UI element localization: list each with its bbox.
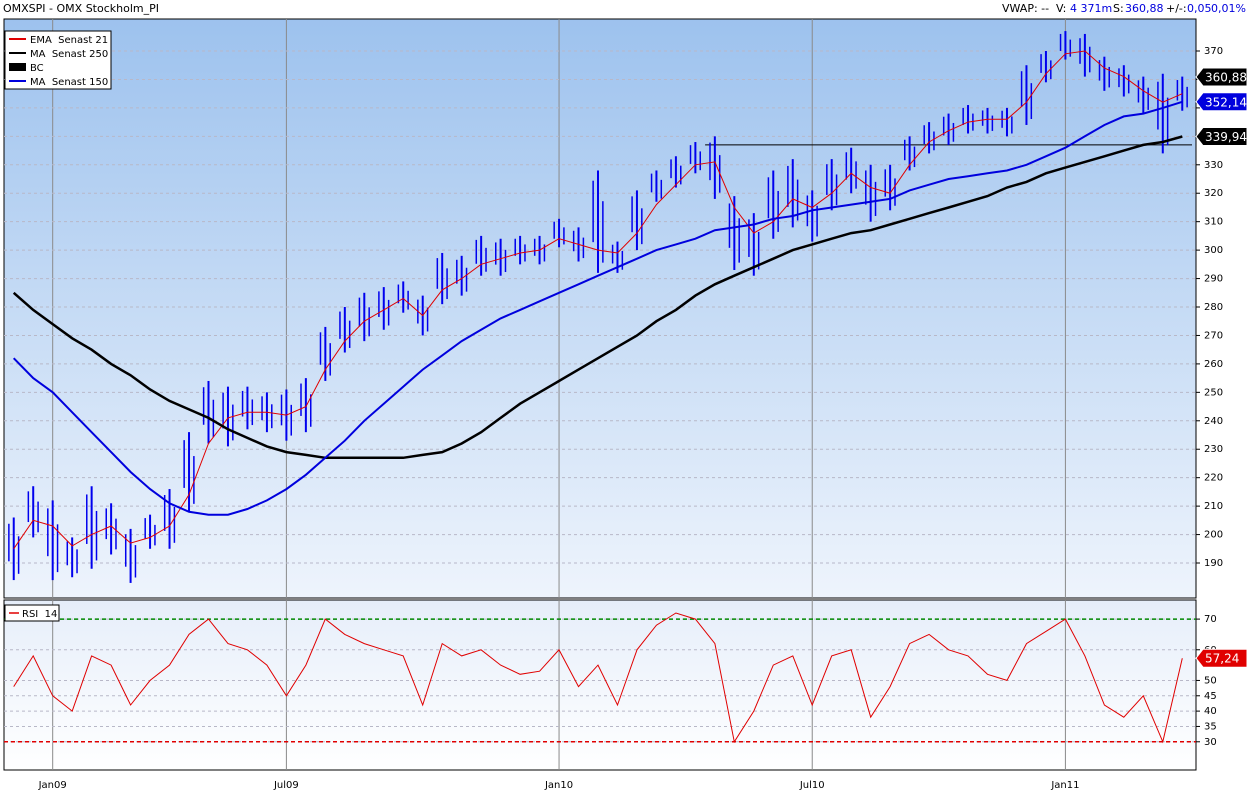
tag-shape	[1195, 127, 1247, 147]
header-s-label: S:	[1113, 2, 1124, 15]
y-tick-label: 260	[1204, 359, 1223, 370]
y-tick-label: 240	[1204, 416, 1223, 427]
y-tick-label: 200	[1204, 530, 1223, 541]
plot-layer: 190 200 210 220 230 240 250 260 270 280 290 300 310 3…	[4, 19, 1247, 791]
x-tick-label: Jan11	[1050, 780, 1079, 791]
y-tick-label: 230	[1204, 444, 1223, 455]
legend-label: RSI 14	[22, 609, 57, 620]
x-tick-label: Jan10	[544, 780, 573, 791]
series-line	[13, 612, 1183, 744]
legend-label: MA Senast 150	[30, 77, 108, 88]
y-tick-label: 210	[1204, 501, 1223, 512]
header-chg-value: 0,05	[1187, 2, 1212, 15]
y-tick-label: 270	[1204, 330, 1223, 341]
y-tick-label: 280	[1204, 302, 1223, 313]
last-value-tag: 352,14	[1195, 92, 1247, 112]
y-tick-label: 45	[1204, 691, 1217, 702]
y-tick-label: 320	[1204, 188, 1223, 199]
header-vwap: VWAP: --	[1002, 2, 1049, 15]
header-v-label: V:	[1056, 2, 1066, 15]
legend: EMA Senast 21 MA Senast 250 BC MA Senast 15…	[4, 30, 112, 90]
y-tick-label: 40	[1204, 706, 1217, 717]
y-tick-label: 35	[1204, 721, 1217, 732]
tag-label: 352,14	[1205, 95, 1247, 109]
x-tick-label: Jul09	[273, 780, 299, 791]
legend-swatch	[9, 63, 26, 71]
x-tick-label: Jan09	[38, 780, 67, 791]
y-tick-label: 190	[1204, 558, 1223, 569]
series-line	[12, 100, 1183, 516]
header-v-value: 4 371m	[1070, 2, 1112, 15]
y-tick-label: 250	[1204, 387, 1223, 398]
tag-shape	[1195, 67, 1247, 87]
series-line	[13, 50, 1183, 550]
y-tick-label: 290	[1204, 274, 1223, 285]
rsi-panel	[3, 599, 1197, 771]
legend-label: EMA Senast 21	[30, 35, 108, 46]
tag-shape	[1195, 92, 1247, 112]
tag-label: 339,94	[1205, 130, 1247, 144]
last-value-tag: 57,24	[1195, 648, 1247, 668]
y-tick-label: 220	[1204, 473, 1223, 484]
legend: RSI 14	[4, 604, 60, 622]
y-tick-label: 370	[1204, 46, 1223, 57]
series-line	[12, 135, 1183, 460]
y-tick-label: 50	[1204, 675, 1217, 686]
legend-box	[4, 30, 112, 90]
last-value-tag: 339,94	[1195, 127, 1247, 147]
legend-box	[4, 604, 60, 622]
header-chg-label: +/-:	[1166, 2, 1187, 15]
header-title: OMXSPI - OMX Stockholm_PI	[3, 2, 159, 15]
header-chg-pct: 0,01%	[1211, 2, 1246, 15]
tag-label: 57,24	[1205, 652, 1239, 666]
y-tick-label: 310	[1204, 217, 1223, 228]
y-tick-label: 30	[1204, 737, 1217, 748]
header-s-value: 360,88	[1125, 2, 1164, 15]
legend-label: MA Senast 250	[30, 49, 108, 60]
y-tick-label: 70	[1204, 614, 1217, 625]
price-panel	[3, 18, 1197, 599]
tag-shape	[1195, 648, 1247, 668]
x-tick-label: Jul10	[799, 780, 825, 791]
legend-label: BC	[30, 63, 44, 74]
tag-label: 360,88	[1205, 70, 1247, 84]
y-tick-label: 300	[1204, 245, 1223, 256]
y-tick-label: 330	[1204, 160, 1223, 171]
last-value-tag: 360,88	[1195, 67, 1247, 87]
